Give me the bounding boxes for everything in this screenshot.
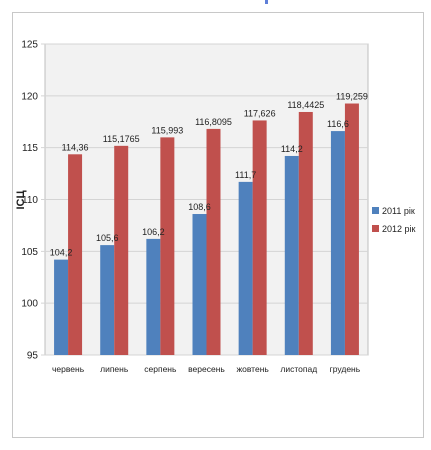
data-label: 114,36 [62,142,89,152]
y-axis-ticks: 95 100 105 110 115 120 125 [21,40,38,362]
y-axis-label: ІСЦ [15,190,27,209]
legend-swatch [372,207,379,214]
bar-series1 [100,245,115,355]
bars [54,103,359,355]
bar-series1 [192,214,207,355]
legend-label: 2012 рік [382,224,416,234]
y-tick-label: 100 [21,299,38,310]
legend-label: 2011 рік [382,206,415,216]
bar-series2 [206,128,221,355]
bar-series2 [252,120,267,355]
data-label: 105,6 [96,233,119,243]
bar-series1 [330,131,345,355]
y-tick-label: 110 [22,195,38,206]
data-label: 117,626 [244,108,276,118]
data-label: 116,8095 [195,117,232,127]
data-label: 108,6 [188,202,211,212]
data-label: 104,2 [50,248,73,258]
data-label: 119,259 [336,92,368,102]
data-label: 114,2 [281,144,303,154]
category-label: червень [52,364,85,374]
bar-series2 [298,111,313,355]
y-tick-label: 120 [21,91,38,102]
data-label: 115,993 [151,125,183,135]
y-tick-label: 105 [21,247,38,258]
category-label: липень [100,364,129,374]
data-label: 118,4425 [287,100,324,110]
data-label: 116,6 [327,119,349,129]
bar-series2 [344,103,359,355]
y-tick-label: 115 [22,143,38,154]
bar-series1 [146,238,161,355]
data-label: 115,1765 [103,134,140,144]
bar-series2 [160,137,175,355]
category-label: вересень [188,364,225,374]
x-axis-categories: червень липень серпень вересень жовтень листо… [52,364,361,374]
category-label: листопад [280,364,317,374]
bar-series1 [238,181,253,355]
gridlines [41,43,368,356]
top-accent-mark [265,0,268,4]
bar-series1 [284,155,299,355]
bar-series1 [54,259,69,355]
category-label: жовтень [236,364,269,374]
category-label: серпень [144,364,177,374]
data-label: 111,7 [235,170,256,180]
legend: 2011 рік 2012 рік [372,206,416,234]
bar-series2 [68,154,83,355]
data-labels: 104,2 114,36 105,6 115,1765 106,2 115,993 108,… [50,92,368,258]
data-label: 106,2 [142,227,165,237]
y-tick-label: 95 [27,351,39,362]
bar-series2 [114,145,129,355]
y-tick-label: 125 [21,40,38,51]
legend-swatch [372,225,379,232]
category-label: грудень [330,364,361,374]
